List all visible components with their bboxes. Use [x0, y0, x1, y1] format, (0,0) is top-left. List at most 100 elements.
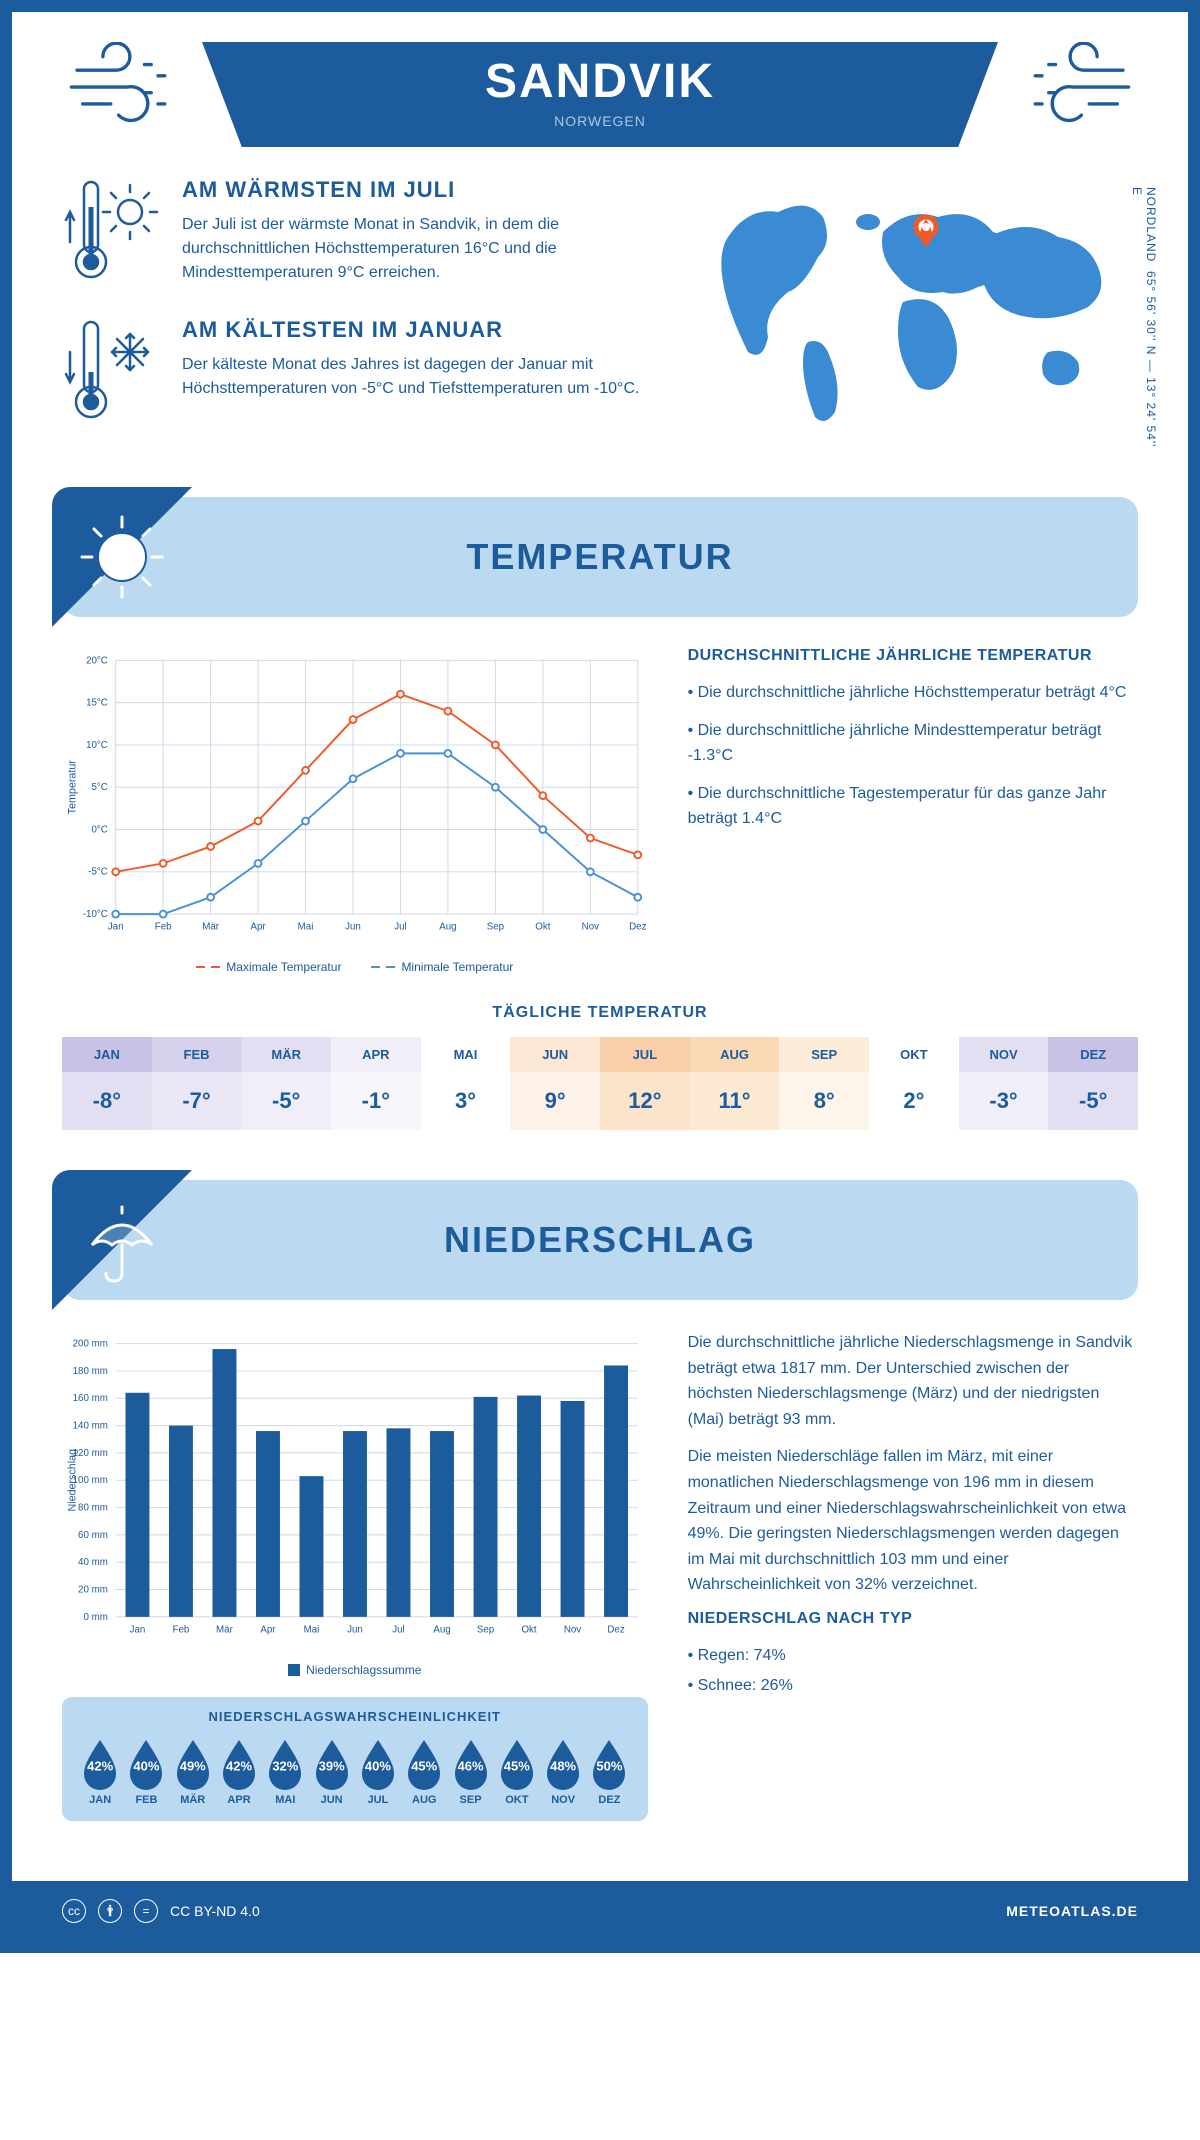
svg-text:Temperatur: Temperatur — [67, 760, 79, 815]
svg-text:180 mm: 180 mm — [73, 1366, 108, 1377]
drop-item: 46% SEP — [447, 1736, 493, 1806]
precip-rain: • Regen: 74% — [688, 1643, 1138, 1669]
daily-cell: MÄR -5° — [241, 1037, 331, 1130]
warmest-text: Der Juli ist der wärmste Monat in Sandvi… — [182, 213, 658, 285]
temp-bullet-2: • Die durchschnittliche jährliche Mindes… — [688, 718, 1138, 769]
map-block: NORDLAND 65° 56' 30'' N — 13° 24' 54'' E — [698, 177, 1138, 457]
svg-text:Feb: Feb — [173, 1624, 190, 1635]
precip-section-header: NIEDERSCHLAG — [62, 1180, 1138, 1300]
svg-text:Sep: Sep — [487, 922, 505, 933]
by-icon: 🛉 — [98, 1899, 122, 1923]
svg-text:Aug: Aug — [439, 922, 456, 933]
svg-text:-10°C: -10°C — [83, 909, 108, 920]
svg-text:Aug: Aug — [433, 1624, 450, 1635]
precip-type-title: NIEDERSCHLAG NACH TYP — [688, 1610, 1138, 1628]
daily-cell: JAN -8° — [62, 1037, 152, 1130]
drop-item: 42% JAN — [77, 1736, 123, 1806]
daily-cell: MAI 3° — [421, 1037, 511, 1130]
license-text: CC BY-ND 4.0 — [170, 1903, 260, 1919]
svg-text:Mai: Mai — [304, 1624, 320, 1635]
thermometer-sun-icon — [62, 177, 162, 287]
warmest-title: AM WÄRMSTEN IM JULI — [182, 177, 658, 203]
svg-text:Nov: Nov — [582, 922, 599, 933]
drop-item: 45% OKT — [494, 1736, 540, 1806]
svg-text:Jul: Jul — [394, 922, 406, 933]
city-name: SANDVIK — [242, 54, 958, 109]
cc-icon: cc — [62, 1899, 86, 1923]
svg-text:5°C: 5°C — [91, 782, 107, 793]
svg-text:Dez: Dez — [629, 922, 646, 933]
daily-cell: SEP 8° — [779, 1037, 869, 1130]
svg-text:140 mm: 140 mm — [73, 1421, 108, 1432]
svg-text:Feb: Feb — [155, 922, 172, 933]
svg-text:20°C: 20°C — [86, 655, 108, 666]
temp-legend: Maximale Temperatur Minimale Temperatur — [62, 960, 648, 974]
svg-text:Sep: Sep — [477, 1624, 495, 1635]
prob-title: NIEDERSCHLAGSWAHRSCHEINLICHKEIT — [77, 1709, 633, 1724]
precip-text-1: Die durchschnittliche jährliche Niedersc… — [688, 1330, 1138, 1432]
thermometer-snow-icon — [62, 317, 162, 427]
warmest-block: AM WÄRMSTEN IM JULI Der Juli ist der wär… — [62, 177, 658, 287]
daily-cell: DEZ -5° — [1048, 1037, 1138, 1130]
temperature-line-chart: -10°C-5°C0°C5°C10°C15°C20°CJanFebMärAprM… — [62, 647, 648, 947]
precip-chart-row: 0 mm20 mm40 mm60 mm80 mm100 mm120 mm140 … — [62, 1330, 1138, 1821]
header-row: SANDVIK NORWEGEN — [62, 42, 1138, 147]
nd-icon: = — [134, 1899, 158, 1923]
temp-section-header: TEMPERATUR — [62, 497, 1138, 617]
daily-cell: FEB -7° — [152, 1037, 242, 1130]
drop-item: 50% DEZ — [586, 1736, 632, 1806]
drop-item: 49% MÄR — [170, 1736, 216, 1806]
drop-item: 45% AUG — [401, 1736, 447, 1806]
daily-cell: AUG 11° — [690, 1037, 780, 1130]
probability-drops: 42% JAN 40% FEB 49% MÄR 42% APR — [77, 1736, 633, 1806]
sun-icon — [77, 512, 167, 602]
drop-item: 42% APR — [216, 1736, 262, 1806]
svg-text:Mär: Mär — [216, 1624, 234, 1635]
temp-bullet-3: • Die durchschnittliche Tagestemperatur … — [688, 781, 1138, 832]
svg-text:Niederschlag: Niederschlag — [67, 1449, 79, 1512]
precip-title: NIEDERSCHLAG — [444, 1219, 756, 1261]
svg-text:Dez: Dez — [607, 1624, 624, 1635]
svg-text:Mär: Mär — [202, 922, 220, 933]
precipitation-bar-chart: 0 mm20 mm40 mm60 mm80 mm100 mm120 mm140 … — [62, 1330, 648, 1650]
coldest-block: AM KÄLTESTEN IM JANUAR Der kälteste Mona… — [62, 317, 658, 427]
daily-temp-title: TÄGLICHE TEMPERATUR — [62, 1004, 1138, 1022]
svg-text:40 mm: 40 mm — [78, 1557, 108, 1568]
temp-info: DURCHSCHNITTLICHE JÄHRLICHE TEMPERATUR •… — [688, 647, 1138, 974]
svg-text:Mai: Mai — [298, 922, 314, 933]
daily-cell: OKT 2° — [869, 1037, 959, 1130]
drop-item: 40% JUL — [355, 1736, 401, 1806]
footer: cc 🛉 = CC BY-ND 4.0 METEOATLAS.DE — [12, 1881, 1188, 1941]
title-banner: SANDVIK NORWEGEN — [182, 42, 1018, 147]
svg-text:60 mm: 60 mm — [78, 1530, 108, 1541]
footer-license: cc 🛉 = CC BY-ND 4.0 — [62, 1899, 260, 1923]
precip-text-2: Die meisten Niederschläge fallen im März… — [688, 1444, 1138, 1598]
umbrella-icon — [77, 1195, 167, 1285]
svg-text:160 mm: 160 mm — [73, 1393, 108, 1404]
coldest-title: AM KÄLTESTEN IM JANUAR — [182, 317, 658, 343]
svg-text:Apr: Apr — [250, 922, 266, 933]
svg-text:80 mm: 80 mm — [78, 1502, 108, 1513]
svg-text:-5°C: -5°C — [88, 867, 108, 878]
drop-item: 39% JUN — [308, 1736, 354, 1806]
temp-title: TEMPERATUR — [466, 536, 733, 578]
svg-text:10°C: 10°C — [86, 740, 108, 751]
svg-text:Jun: Jun — [345, 922, 361, 933]
wind-icon-left — [62, 42, 182, 132]
svg-text:200 mm: 200 mm — [73, 1339, 108, 1350]
svg-text:Jan: Jan — [130, 1624, 146, 1635]
svg-text:20 mm: 20 mm — [78, 1584, 108, 1595]
footer-site: METEOATLAS.DE — [1006, 1903, 1138, 1919]
svg-text:Okt: Okt — [521, 1624, 536, 1635]
daily-cell: NOV -3° — [959, 1037, 1049, 1130]
temp-chart-row: -10°C-5°C0°C5°C10°C15°C20°CJanFebMärAprM… — [62, 647, 1138, 974]
temp-info-title: DURCHSCHNITTLICHE JÄHRLICHE TEMPERATUR — [688, 647, 1138, 665]
svg-text:0 mm: 0 mm — [83, 1612, 107, 1623]
daily-cell: JUN 9° — [510, 1037, 600, 1130]
country-name: NORWEGEN — [242, 113, 958, 129]
wind-icon-right — [1018, 42, 1138, 132]
drop-item: 40% FEB — [123, 1736, 169, 1806]
svg-text:0°C: 0°C — [91, 824, 107, 835]
temp-bullet-1: • Die durchschnittliche jährliche Höchst… — [688, 680, 1138, 706]
coldest-text: Der kälteste Monat des Jahres ist dagege… — [182, 353, 658, 401]
